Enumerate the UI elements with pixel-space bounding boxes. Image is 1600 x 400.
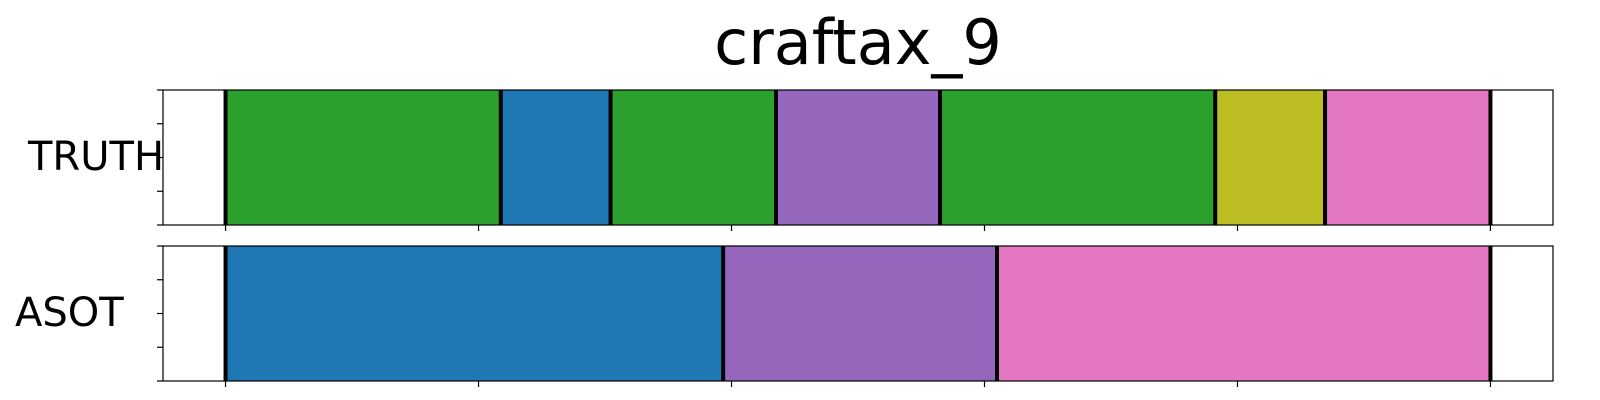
segment-truth-5 [940,90,1216,225]
segment-truth-4 [775,90,941,225]
segment-asot-1 [225,246,724,381]
row-label-truth: TRUTH [27,134,164,180]
segment-truth-7 [1325,90,1491,225]
row-truth: TRUTH [27,89,1554,231]
segment-truth-2 [500,90,611,225]
chart-title: craftax_9 [714,6,1002,79]
segment-truth-6 [1215,90,1326,225]
segment-truth-3 [610,90,776,225]
row-asot: ASOT [15,245,1554,387]
segment-asot-3 [997,246,1491,381]
chart-rows: TRUTH ASOT [15,89,1554,387]
segment-truth-1 [225,90,501,225]
segment-asot-2 [723,246,997,381]
row-label-asot: ASOT [15,290,124,336]
